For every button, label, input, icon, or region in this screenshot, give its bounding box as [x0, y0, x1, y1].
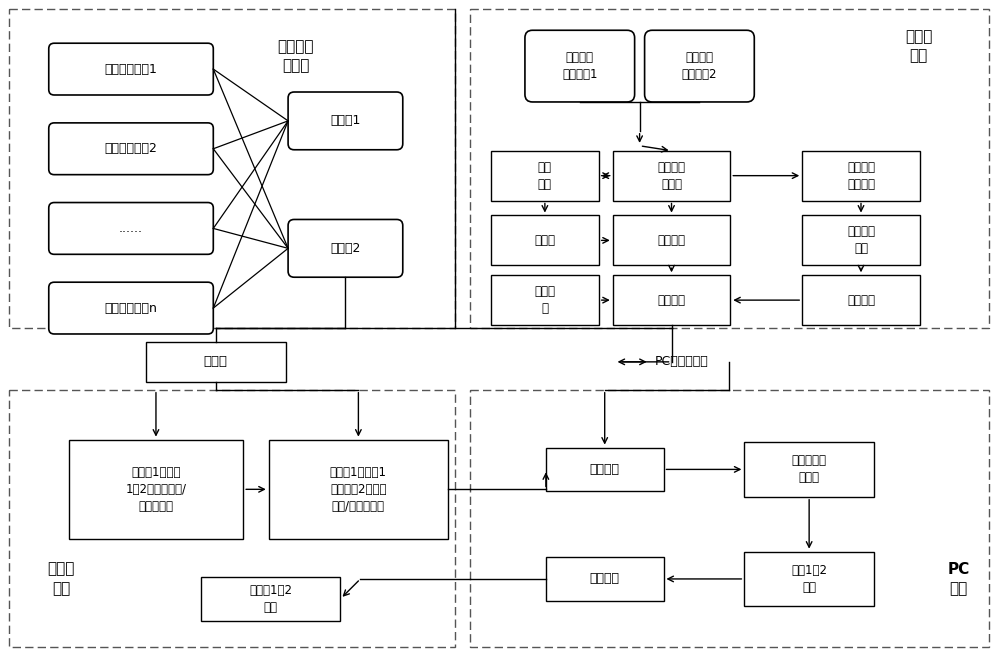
Bar	[9, 9, 455, 328]
Text: 井控点1和惯导
1、2之间的角度/
距离观测值: 井控点1和惯导 1、2之间的角度/ 距离观测值	[125, 466, 186, 513]
Text: 机械编排: 机械编排	[658, 294, 686, 306]
FancyBboxPatch shape	[146, 342, 286, 382]
Text: 接收器2: 接收器2	[330, 242, 361, 255]
Text: 测量平差: 测量平差	[590, 573, 620, 585]
Text: PC端数据存储: PC端数据存储	[655, 355, 708, 368]
Bar	[9, 389, 455, 646]
Bar	[470, 9, 989, 328]
Text: 惯性传
感器: 惯性传 感器	[905, 29, 933, 64]
Text: 时间戳: 时间戳	[534, 234, 555, 247]
Text: 伪卫星发射器1: 伪卫星发射器1	[105, 63, 157, 76]
Text: 伪卫星发射器n: 伪卫星发射器n	[105, 302, 157, 314]
FancyBboxPatch shape	[645, 30, 754, 102]
FancyBboxPatch shape	[201, 577, 340, 621]
FancyBboxPatch shape	[802, 275, 920, 325]
FancyBboxPatch shape	[269, 440, 448, 539]
Text: 惯性组合
导航系统2: 惯性组合 导航系统2	[682, 51, 717, 81]
Text: 伪卫星及
接收器: 伪卫星及 接收器	[277, 39, 314, 74]
Text: 井外
上电: 井外 上电	[538, 161, 552, 190]
Text: 井控点1和惯导1
及井控点2之间的
角度/距离观测值: 井控点1和惯导1 及井控点2之间的 角度/距离观测值	[330, 466, 387, 513]
Text: 接收器1: 接收器1	[330, 115, 361, 127]
FancyBboxPatch shape	[525, 30, 635, 102]
Text: 零速修正: 零速修正	[590, 463, 620, 476]
Text: 罐笼下放
惯性测量: 罐笼下放 惯性测量	[847, 161, 875, 190]
FancyBboxPatch shape	[491, 215, 599, 266]
FancyBboxPatch shape	[744, 552, 874, 606]
Text: 全站仪: 全站仪	[204, 355, 228, 368]
FancyBboxPatch shape	[49, 43, 213, 95]
FancyBboxPatch shape	[802, 151, 920, 200]
FancyBboxPatch shape	[491, 275, 599, 325]
Text: 误差补偿: 误差补偿	[847, 294, 875, 306]
Text: 紧组合卡尔
曼滤波: 紧组合卡尔 曼滤波	[792, 455, 827, 484]
FancyBboxPatch shape	[744, 442, 874, 497]
FancyBboxPatch shape	[546, 557, 664, 601]
Text: 初始位
置: 初始位 置	[534, 285, 555, 315]
Text: 加速度角
速度: 加速度角 速度	[847, 225, 875, 256]
Text: 伪卫星发射器2: 伪卫星发射器2	[105, 142, 157, 156]
FancyBboxPatch shape	[288, 92, 403, 150]
Text: 惯性组合
导航系统1: 惯性组合 导航系统1	[562, 51, 598, 81]
Text: PC
终端: PC 终端	[948, 561, 970, 596]
Text: 初始姿态: 初始姿态	[658, 234, 686, 247]
FancyBboxPatch shape	[288, 219, 403, 277]
Text: 惯导1、2
坐标: 惯导1、2 坐标	[791, 564, 827, 594]
FancyBboxPatch shape	[69, 440, 243, 539]
FancyBboxPatch shape	[802, 215, 920, 266]
FancyBboxPatch shape	[49, 202, 213, 254]
Text: 井控点1、2
坐标: 井控点1、2 坐标	[249, 584, 292, 614]
FancyBboxPatch shape	[49, 282, 213, 334]
Text: 坐标系
连接: 坐标系 连接	[48, 561, 75, 596]
FancyBboxPatch shape	[49, 123, 213, 175]
FancyBboxPatch shape	[613, 215, 730, 266]
FancyBboxPatch shape	[613, 275, 730, 325]
FancyBboxPatch shape	[491, 151, 599, 200]
Text: ......: ......	[119, 222, 143, 235]
Text: 惯导固定
自对准: 惯导固定 自对准	[658, 161, 686, 190]
FancyBboxPatch shape	[613, 151, 730, 200]
FancyBboxPatch shape	[546, 447, 664, 492]
Bar	[470, 389, 989, 646]
